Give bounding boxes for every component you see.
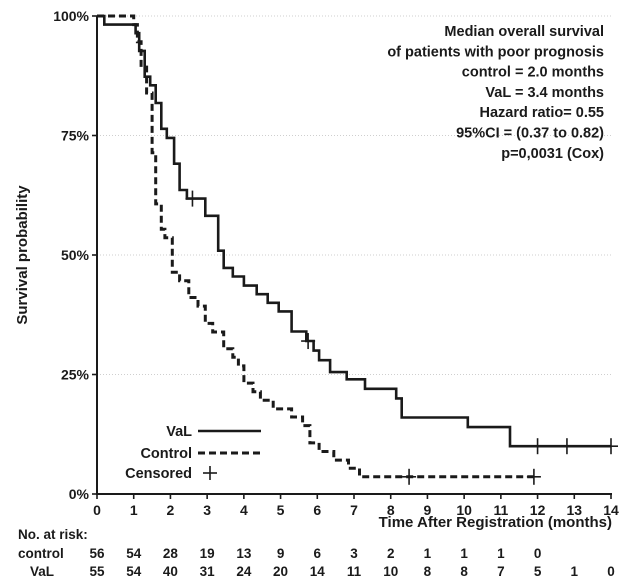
risk-value-val-14: 0	[607, 564, 615, 579]
annotation-line-4: Hazard ratio= 0.55	[479, 105, 604, 121]
x-tick-label-6: 6	[313, 502, 321, 518]
risk-value-val-7: 11	[347, 564, 362, 579]
risk-value-val-0: 55	[89, 564, 105, 579]
legend-label-control: Control	[140, 446, 192, 462]
censor-marks	[185, 190, 618, 485]
risk-value-val-10: 8	[460, 564, 468, 579]
risk-header: No. at risk:	[18, 527, 88, 542]
risk-value-val-13: 1	[571, 564, 579, 579]
y-ticks: 0% 25% 50% 75% 100%	[53, 8, 97, 502]
risk-value-val-1: 54	[126, 564, 142, 579]
risk-value-control-0: 56	[89, 546, 105, 561]
x-tick-label-1: 1	[130, 502, 138, 518]
x-axis-title: Time After Registration (months)	[379, 514, 612, 531]
legend: VaL Control Censored	[125, 424, 261, 482]
x-ticks: 0 1 2 3 4 5 6 7 8 9 10 11 12 13 14	[93, 494, 619, 518]
x-tick-label-13: 13	[566, 502, 582, 518]
series-line-control	[97, 14, 534, 479]
y-tick-label-1: 25%	[61, 367, 90, 383]
series-group	[97, 14, 611, 479]
risk-value-control-2: 28	[163, 546, 179, 561]
risk-value-control-7: 3	[350, 546, 358, 561]
series-line-val	[97, 14, 611, 448]
x-tick-label-4: 4	[240, 502, 248, 518]
censor-mark-val-1	[301, 333, 316, 350]
x-tick-label-9: 9	[424, 502, 432, 518]
risk-value-control-12: 0	[534, 546, 542, 561]
y-tick-label-0: 0%	[69, 486, 90, 502]
x-tick-label-7: 7	[350, 502, 358, 518]
risk-row-label-control: control	[18, 546, 64, 561]
risk-value-control-8: 2	[387, 546, 395, 561]
annotation-line-2: control = 2.0 months	[462, 65, 604, 81]
risk-row-label-val: VaL	[30, 564, 54, 579]
legend-label-val: VaL	[166, 424, 192, 440]
risk-value-val-12: 5	[534, 564, 542, 579]
x-tick-label-5: 5	[277, 502, 285, 518]
y-axis-title: Survival probability	[14, 185, 31, 325]
x-tick-label-12: 12	[530, 502, 546, 518]
annotation-line-1: of patients with poor prognosis	[387, 44, 604, 60]
risk-value-val-2: 40	[163, 564, 178, 579]
risk-value-val-3: 31	[200, 564, 216, 579]
x-tick-label-10: 10	[456, 502, 472, 518]
risk-value-control-11: 1	[497, 546, 505, 561]
risk-table: No. at risk: control VaL 56 54 28 19 13 9 6 3 2 1…	[18, 527, 615, 579]
risk-value-control-3: 19	[200, 546, 215, 561]
x-tick-label-14: 14	[603, 502, 619, 518]
x-tick-label-0: 0	[93, 502, 101, 518]
annotation-box: Median overall survival of patients with …	[387, 24, 604, 162]
x-tick-label-2: 2	[167, 502, 175, 518]
y-tick-label-4: 100%	[53, 8, 89, 24]
risk-value-val-5: 20	[273, 564, 288, 579]
risk-value-val-9: 8	[424, 564, 432, 579]
y-tick-label-3: 75%	[61, 128, 90, 144]
censor-mark-val-2	[530, 438, 545, 455]
risk-value-val-4: 24	[236, 564, 252, 579]
legend-swatch-censored	[203, 466, 217, 480]
censor-mark-val-0	[185, 190, 200, 207]
risk-value-control-10: 1	[460, 546, 468, 561]
annotation-line-0: Median overall survival	[444, 24, 604, 40]
annotation-line-3: VaL = 3.4 months	[485, 85, 604, 101]
x-tick-label-3: 3	[203, 502, 211, 518]
legend-label-censored: Censored	[125, 466, 192, 482]
censor-mark-val-4	[604, 438, 618, 455]
censor-mark-val-3	[559, 438, 574, 455]
censor-mark-control-1	[526, 468, 541, 485]
y-tick-label-2: 50%	[61, 247, 90, 263]
annotation-line-6: p=0,0031 (Cox)	[501, 146, 604, 162]
risk-value-control-6: 6	[314, 546, 322, 561]
risk-value-val-11: 7	[497, 564, 505, 579]
risk-value-control-5: 9	[277, 546, 285, 561]
annotation-line-5: 95%CI = (0.37 to 0.82)	[456, 126, 604, 142]
risk-values: 56 54 28 19 13 9 6 3 2 1 1 1 055 54 40 31 24 20 14 11 10 8 8 7 5…	[89, 546, 614, 579]
risk-value-val-8: 10	[383, 564, 398, 579]
x-tick-label-11: 11	[493, 502, 508, 518]
x-tick-label-8: 8	[387, 502, 395, 518]
risk-value-val-6: 14	[310, 564, 326, 579]
censor-mark-control-0	[402, 468, 417, 485]
risk-value-control-4: 13	[236, 546, 252, 561]
risk-value-control-1: 54	[126, 546, 142, 561]
risk-value-control-9: 1	[424, 546, 432, 561]
